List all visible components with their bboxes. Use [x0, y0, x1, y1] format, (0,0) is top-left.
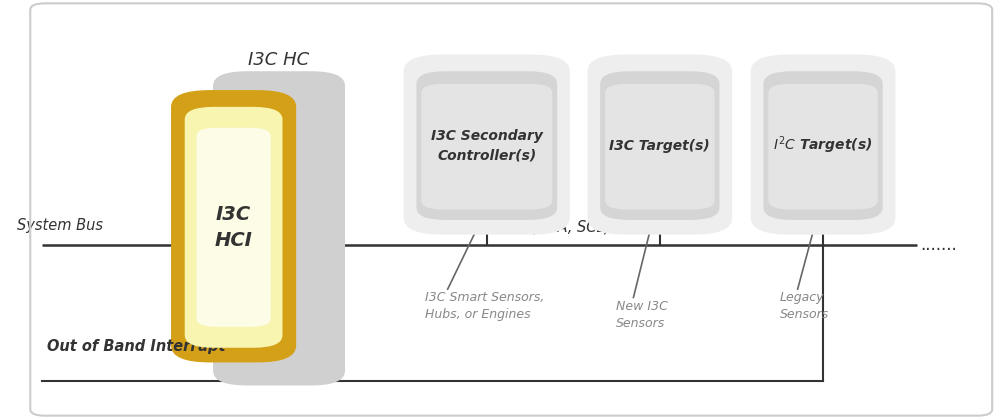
Text: $I^2C$ Target(s): $I^2C$ Target(s) — [773, 135, 873, 156]
Text: I3C HC: I3C HC — [248, 51, 310, 69]
Text: Out of Band Interrupt: Out of Band Interrupt — [47, 339, 225, 354]
Text: I3C Secondary
Controller(s): I3C Secondary Controller(s) — [431, 129, 543, 162]
FancyBboxPatch shape — [600, 71, 719, 220]
Text: New I3C
Sensors: New I3C Sensors — [616, 300, 668, 330]
FancyBboxPatch shape — [751, 54, 895, 235]
Text: Legacy
Sensors: Legacy Sensors — [780, 291, 829, 321]
Text: I3C Smart Sensors,
Hubs, or Engines: I3C Smart Sensors, Hubs, or Engines — [425, 291, 545, 321]
FancyBboxPatch shape — [404, 54, 570, 235]
FancyBboxPatch shape — [768, 84, 878, 210]
FancyBboxPatch shape — [763, 71, 883, 220]
Text: .......: ....... — [920, 236, 957, 254]
FancyBboxPatch shape — [587, 54, 732, 235]
Text: I3C Target(s): I3C Target(s) — [609, 139, 710, 153]
FancyBboxPatch shape — [213, 71, 345, 385]
Text: System Bus: System Bus — [17, 217, 103, 233]
FancyBboxPatch shape — [196, 128, 271, 327]
FancyBboxPatch shape — [185, 107, 282, 348]
FancyBboxPatch shape — [421, 84, 552, 210]
Text: I3C bus (SDA, SCL): I3C bus (SDA, SCL) — [472, 220, 610, 235]
Text: I3C
HCI: I3C HCI — [215, 204, 253, 250]
FancyBboxPatch shape — [605, 84, 715, 210]
FancyBboxPatch shape — [171, 90, 296, 362]
FancyBboxPatch shape — [416, 71, 557, 220]
